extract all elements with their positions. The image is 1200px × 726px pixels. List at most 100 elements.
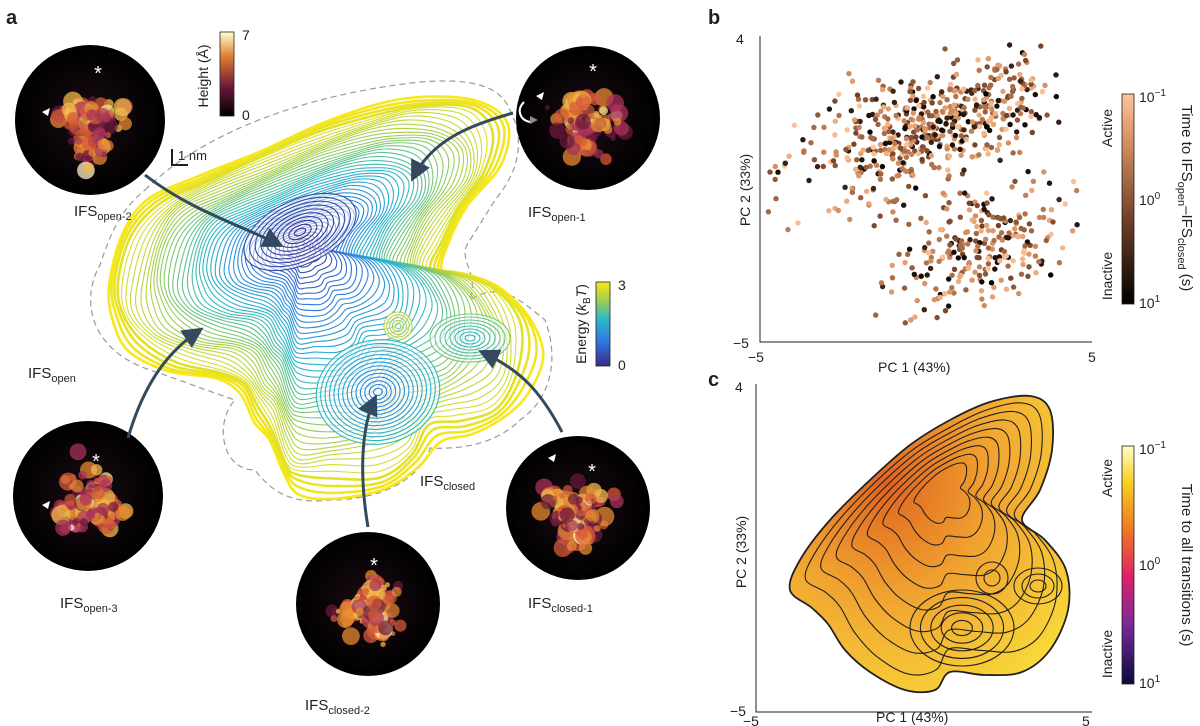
- scatter-point: [1041, 214, 1047, 221]
- scatter-point: [1044, 112, 1050, 118]
- scatter-point: [981, 82, 988, 88]
- transition-contours: [788, 394, 1071, 694]
- afm-asterisk: *: [370, 555, 378, 577]
- scatter-point: [1005, 140, 1012, 146]
- scatter-point: [967, 237, 973, 243]
- scatter-point: [1019, 256, 1026, 262]
- afm-height-blob: [94, 512, 101, 519]
- c-y-top: 4: [735, 379, 743, 395]
- scatter-point: [826, 106, 833, 112]
- transition-contour-line: [820, 410, 1046, 654]
- scatter-point: [1010, 150, 1016, 156]
- scatter-point: [966, 200, 972, 206]
- scatter-point: [908, 116, 914, 123]
- afm-height-blob: [51, 109, 66, 124]
- scatter-point: [979, 116, 986, 123]
- scatter-point: [911, 106, 917, 112]
- scatter-point: [949, 285, 955, 291]
- scatter-point: [966, 259, 972, 266]
- energy-minimum-ring: [355, 372, 401, 412]
- scatter-point: [851, 141, 857, 147]
- afm-height-blob: [613, 117, 622, 126]
- scatter-point: [893, 217, 899, 223]
- scatter-point: [1042, 82, 1048, 89]
- scatter-point: [791, 122, 798, 128]
- energy-minimum-ring: [368, 383, 388, 401]
- afm-open-2: *: [15, 45, 165, 195]
- scatter-point: [869, 135, 875, 142]
- label-ifs-open-1: IFSopen-1: [528, 204, 586, 224]
- energy-minimum-ring: [391, 319, 405, 333]
- transition-contour-line: [897, 453, 983, 546]
- scatter-point: [795, 220, 801, 226]
- transition-contour-line: [940, 612, 984, 644]
- panel-label-c: c: [708, 369, 719, 391]
- energy-minimum-ring: [429, 313, 511, 363]
- scatter-point: [904, 142, 910, 148]
- scatter-point: [971, 124, 978, 130]
- transition-contour-line: [1013, 567, 1063, 605]
- scatter-point: [892, 198, 898, 205]
- scatter-point: [946, 200, 952, 206]
- scatter-point: [998, 277, 1004, 283]
- scatter-point: [919, 144, 926, 150]
- scatter-point: [936, 258, 942, 265]
- scatter-point: [984, 146, 990, 152]
- scatter-point: [998, 230, 1005, 236]
- scatter-point: [952, 88, 959, 94]
- scatter-point: [853, 130, 859, 136]
- scatter-point: [832, 118, 838, 125]
- afm-height-blob: [562, 523, 567, 528]
- scatter-point: [931, 164, 937, 171]
- c-x-left: −5: [743, 713, 759, 726]
- scatter-point: [937, 294, 943, 300]
- afm-height-blob: [606, 94, 625, 112]
- afm-height-blob: [594, 149, 604, 159]
- scatter-point: [1019, 95, 1025, 102]
- c-active-label: Active: [1099, 459, 1115, 497]
- scatter-point: [895, 132, 901, 138]
- afm-height-blob: [588, 132, 598, 142]
- scatter-point: [907, 97, 914, 104]
- scatter-point: [940, 132, 946, 139]
- afm-height-blob: [69, 119, 85, 135]
- scatter-point: [862, 97, 869, 103]
- scatter-point: [915, 150, 922, 157]
- energy-minimum-ring: [350, 369, 406, 415]
- scatter-point: [1015, 61, 1022, 67]
- scatter-point: [973, 248, 979, 254]
- scatter-point: [924, 134, 930, 140]
- afm-height-blob: [593, 524, 601, 532]
- transition-contour-line: [913, 462, 971, 524]
- scatter-point: [1017, 149, 1023, 156]
- scatter-point: [906, 246, 913, 252]
- scatter-point: [972, 87, 978, 94]
- afm-height-blob: [566, 519, 579, 532]
- scatter-point: [902, 259, 908, 266]
- scatter-point: [854, 92, 861, 98]
- energy-contour-line: [228, 188, 391, 340]
- scatter-point: [786, 153, 792, 159]
- scatter-point: [772, 163, 778, 170]
- scatter-point: [815, 112, 821, 118]
- scatter-point: [932, 132, 938, 138]
- scatter-point: [1014, 117, 1021, 123]
- scatter-point: [1056, 196, 1062, 203]
- energy-minimum-ring: [254, 200, 346, 264]
- scatter-point: [924, 148, 930, 154]
- scatter-point: [930, 94, 936, 100]
- afm-height-blob: [609, 494, 624, 509]
- scatter-point: [963, 287, 969, 293]
- afm-arrowhead-marker: [548, 454, 556, 462]
- afm-height-blob: [72, 98, 79, 104]
- scatter-point: [940, 190, 946, 196]
- scatter-point: [1020, 105, 1026, 111]
- scatter-point: [1039, 88, 1046, 95]
- scatter-point: [921, 125, 928, 132]
- scatter-point: [896, 251, 902, 257]
- scatter-point: [960, 86, 967, 92]
- scatter-point: [1012, 226, 1018, 232]
- afm-height-blob: [590, 117, 606, 133]
- scatter-point: [1036, 114, 1043, 121]
